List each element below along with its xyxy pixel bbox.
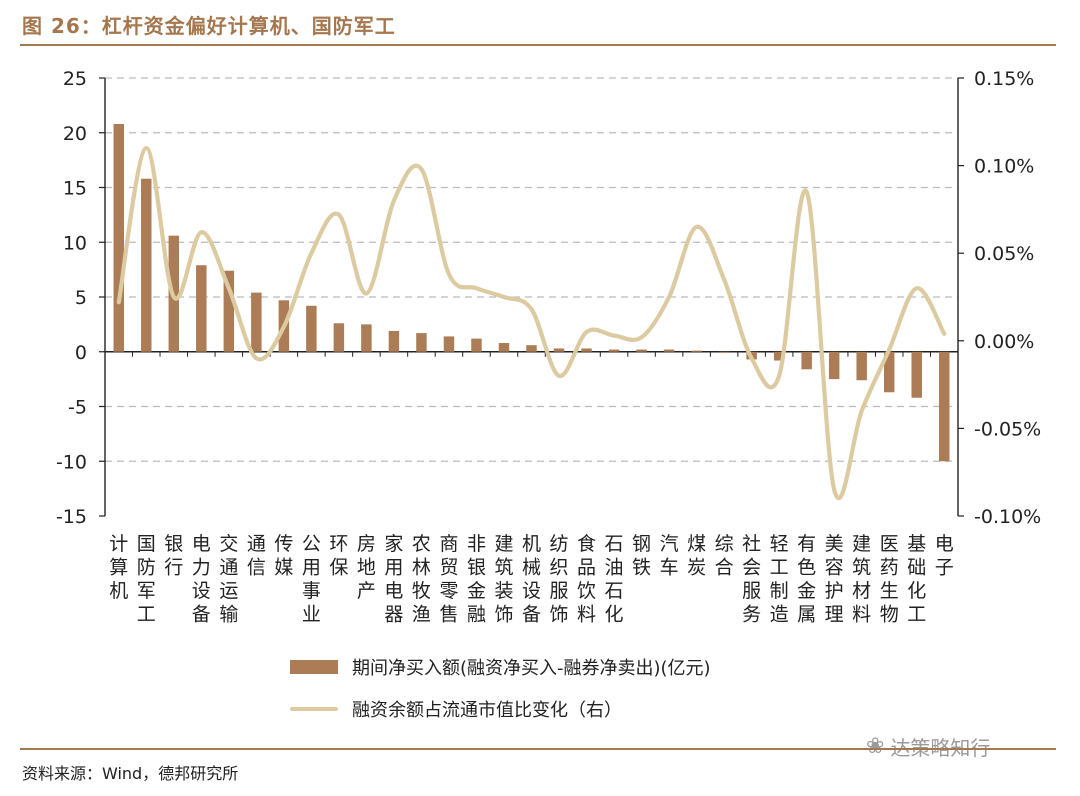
category-label: 国防军工 xyxy=(137,533,156,626)
legend-bar-label: 期间净买入额(融资净买入-融券净卖出)(亿元) xyxy=(352,658,711,679)
watermark-text: 达策略知行 xyxy=(890,736,991,760)
bar xyxy=(581,348,592,352)
category-label: 煤炭 xyxy=(687,533,706,579)
bar xyxy=(939,351,950,462)
right-tick-label: -0.05% xyxy=(974,418,1041,440)
category-label: 美容护理 xyxy=(825,533,844,626)
category-label: 有色金属 xyxy=(797,533,816,626)
left-tick-label: 25 xyxy=(63,68,87,90)
category-label: 公用事业 xyxy=(302,533,321,626)
category-label: 石油石化 xyxy=(605,533,624,626)
left-tick-label: 10 xyxy=(63,232,87,254)
category-label: 医药生物 xyxy=(880,533,899,626)
left-tick-label: 5 xyxy=(75,287,87,309)
bar xyxy=(526,345,537,352)
bar xyxy=(856,351,867,381)
category-label: 综合 xyxy=(715,533,734,579)
gridlines xyxy=(105,77,958,462)
left-tick-label: 20 xyxy=(63,123,87,145)
bar xyxy=(223,270,235,352)
watermark: ❀ 达策略知行 xyxy=(866,732,990,761)
wechat-icon: ❀ xyxy=(866,734,885,759)
category-label: 纺织服饰 xyxy=(550,533,569,626)
category-label: 环保 xyxy=(329,533,348,579)
legend-item-bar: 期间净买入额(融资净买入-融券净卖出)(亿元) xyxy=(290,654,711,680)
category-label: 建筑装饰 xyxy=(494,533,513,626)
bar xyxy=(801,351,812,370)
legend-line-swatch xyxy=(290,707,338,711)
bar xyxy=(141,178,152,352)
bar xyxy=(113,123,124,352)
category-label: 基础化工 xyxy=(907,533,926,626)
category-label: 汽车 xyxy=(660,533,679,579)
bar xyxy=(443,336,455,352)
bar xyxy=(608,349,620,352)
category-label: 电力设备 xyxy=(192,533,211,626)
category-label: 家用电器 xyxy=(384,533,403,626)
bar xyxy=(471,338,482,352)
category-label: 银行 xyxy=(164,533,183,579)
tick-labels: 25 20 15 10 5 0 -5 -10 -15 0.15% 0.10% 0.05% 0.00% -0… xyxy=(56,68,1041,528)
bar xyxy=(663,349,675,352)
bar xyxy=(718,351,730,353)
footer-divider xyxy=(20,748,1056,750)
series-line xyxy=(116,145,947,501)
legend-item-line: 融资余额占流通市值比变化（右） xyxy=(290,696,622,722)
category-label: 农林牧渔 xyxy=(412,533,431,626)
category-label: 通信 xyxy=(247,533,266,579)
line-series xyxy=(116,145,947,501)
category-label: 房地产 xyxy=(357,533,376,602)
source-note: 资料来源：Wind，德邦研究所 xyxy=(22,764,239,783)
right-tick-label: 0.10% xyxy=(974,156,1034,178)
category-label: 钢铁 xyxy=(632,533,651,579)
bar xyxy=(828,351,840,380)
bar xyxy=(196,265,207,352)
right-tick-label: -0.10% xyxy=(974,506,1041,528)
category-label: 轻工制造 xyxy=(770,533,789,626)
right-tick-label: 0.15% xyxy=(974,68,1034,90)
category-label: 电子 xyxy=(935,533,954,579)
left-tick-label: -10 xyxy=(56,451,87,473)
category-label: 食品饮料 xyxy=(577,533,596,626)
category-label: 商贸零售 xyxy=(439,533,458,626)
bar xyxy=(883,351,895,393)
bar xyxy=(911,351,922,398)
bar xyxy=(361,324,372,352)
category-label: 机械设备 xyxy=(522,533,541,626)
left-tick-label: 0 xyxy=(75,342,87,364)
right-tick-label: 0.00% xyxy=(974,331,1034,353)
left-tick-label: 15 xyxy=(63,178,87,200)
bar xyxy=(388,330,400,352)
bar xyxy=(691,350,702,352)
bar xyxy=(773,351,785,361)
left-tick-label: -5 xyxy=(68,397,87,419)
bar xyxy=(251,292,262,352)
category-label: 交通运输 xyxy=(219,533,238,626)
bar xyxy=(498,342,510,352)
right-tick-label: 0.05% xyxy=(974,243,1034,265)
legend-bar-swatch xyxy=(290,660,338,674)
figure-title: 图 26：杠杆资金偏好计算机、国防军工 xyxy=(22,14,396,38)
title-divider xyxy=(20,44,1056,46)
legend-line-label: 融资余额占流通市值比变化（右） xyxy=(352,700,622,721)
bar xyxy=(416,333,427,352)
category-label: 非银金融 xyxy=(467,533,486,626)
bar xyxy=(553,348,565,352)
category-label: 计算机 xyxy=(109,533,128,602)
bar xyxy=(636,349,647,352)
category-label: 传媒 xyxy=(274,533,293,579)
bar xyxy=(306,305,317,352)
category-labels: 计算机国防军工银行电力设备交通运输通信传媒公用事业环保房地产家用电器农林牧渔商贸… xyxy=(109,533,953,626)
category-label: 社会服务 xyxy=(742,533,761,626)
bar xyxy=(333,323,345,352)
category-label: 建筑材料 xyxy=(852,533,871,626)
left-tick-label: -15 xyxy=(56,506,87,528)
